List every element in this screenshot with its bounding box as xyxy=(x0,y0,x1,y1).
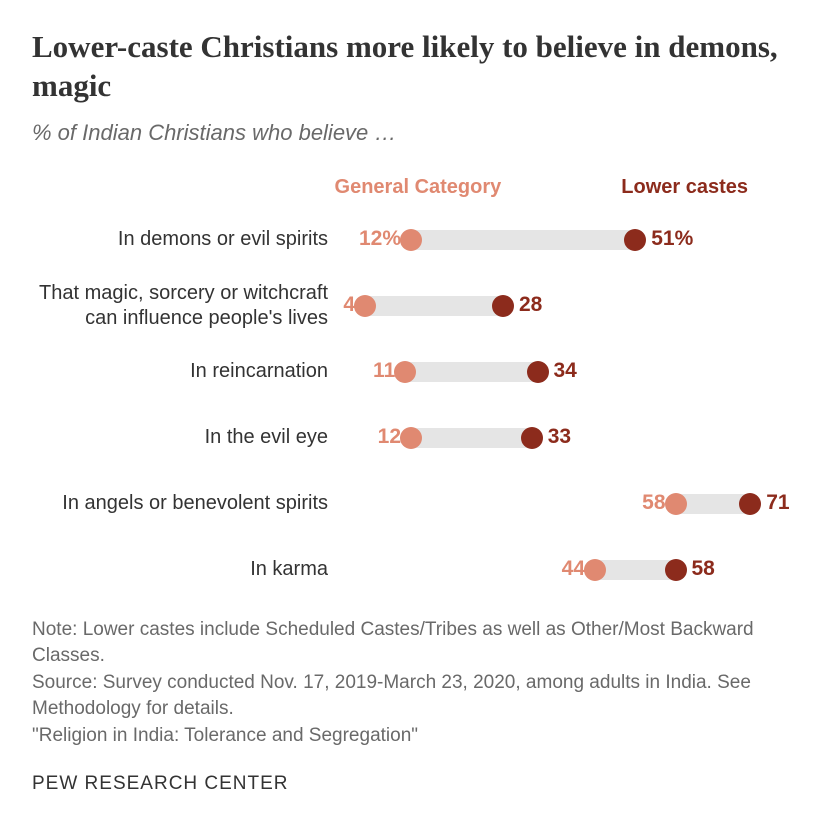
dot-lower xyxy=(624,229,646,251)
dot-general xyxy=(354,295,376,317)
row-label: That magic, sorcery or witchcraft can in… xyxy=(32,281,342,331)
dot-general xyxy=(665,493,687,515)
legend-lower: Lower castes xyxy=(621,176,748,199)
row-label: In demons or evil spirits xyxy=(32,227,342,252)
note-line: Note: Lower castes include Scheduled Cas… xyxy=(32,617,808,670)
range-track xyxy=(595,560,676,580)
value-general: 58 xyxy=(642,491,665,515)
legend-general: General Category xyxy=(335,176,502,199)
range-track xyxy=(405,362,537,382)
row-plot: 4 28 xyxy=(342,293,808,319)
row-label: In angels or benevolent spirits xyxy=(32,491,342,516)
value-lower: 34 xyxy=(554,359,577,383)
chart-row: In demons or evil spirits 12% 51% xyxy=(32,217,808,263)
row-label: In reincarnation xyxy=(32,359,342,384)
chart-row: In angels or benevolent spirits 58 71 xyxy=(32,481,808,527)
value-lower: 28 xyxy=(519,293,542,317)
value-lower: 71 xyxy=(766,491,789,515)
value-general: 12% xyxy=(359,227,401,251)
dot-general xyxy=(394,361,416,383)
dot-general xyxy=(584,559,606,581)
value-general: 4 xyxy=(343,293,355,317)
row-plot: 12 33 xyxy=(342,425,808,451)
dot-general xyxy=(400,427,422,449)
range-track xyxy=(365,296,503,316)
row-plot: 11 34 xyxy=(342,359,808,385)
dot-lower xyxy=(521,427,543,449)
row-label: In the evil eye xyxy=(32,425,342,450)
dot-lower xyxy=(527,361,549,383)
value-general: 11 xyxy=(373,359,395,383)
dot-lower xyxy=(739,493,761,515)
note-line: "Religion in India: Tolerance and Segreg… xyxy=(32,723,808,750)
range-track xyxy=(411,230,635,250)
footer-attribution: PEW RESEARCH CENTER xyxy=(32,773,808,795)
chart-row: In karma 44 58 xyxy=(32,547,808,593)
value-lower: 33 xyxy=(548,425,571,449)
chart-row: In reincarnation 11 34 xyxy=(32,349,808,395)
chart-notes: Note: Lower castes include Scheduled Cas… xyxy=(32,617,808,750)
dot-lower xyxy=(665,559,687,581)
row-plot: 44 58 xyxy=(342,557,808,583)
chart-legend: General Category Lower castes xyxy=(32,176,808,199)
range-track xyxy=(411,428,532,448)
value-lower: 58 xyxy=(692,557,715,581)
chart-row: In the evil eye 12 33 xyxy=(32,415,808,461)
row-label: In karma xyxy=(32,557,342,582)
note-line: Source: Survey conducted Nov. 17, 2019-M… xyxy=(32,670,808,723)
chart-title: Lower-caste Christians more likely to be… xyxy=(32,28,808,106)
row-plot: 12% 51% xyxy=(342,227,808,253)
value-general: 12 xyxy=(378,425,401,449)
chart-subtitle: % of Indian Christians who believe … xyxy=(32,120,808,146)
chart-row: That magic, sorcery or witchcraft can in… xyxy=(32,283,808,329)
value-general: 44 xyxy=(562,557,585,581)
value-lower: 51% xyxy=(651,227,693,251)
row-plot: 58 71 xyxy=(342,491,808,517)
dot-range-chart: In demons or evil spirits 12% 51% That magi… xyxy=(32,217,808,593)
dot-lower xyxy=(492,295,514,317)
dot-general xyxy=(400,229,422,251)
